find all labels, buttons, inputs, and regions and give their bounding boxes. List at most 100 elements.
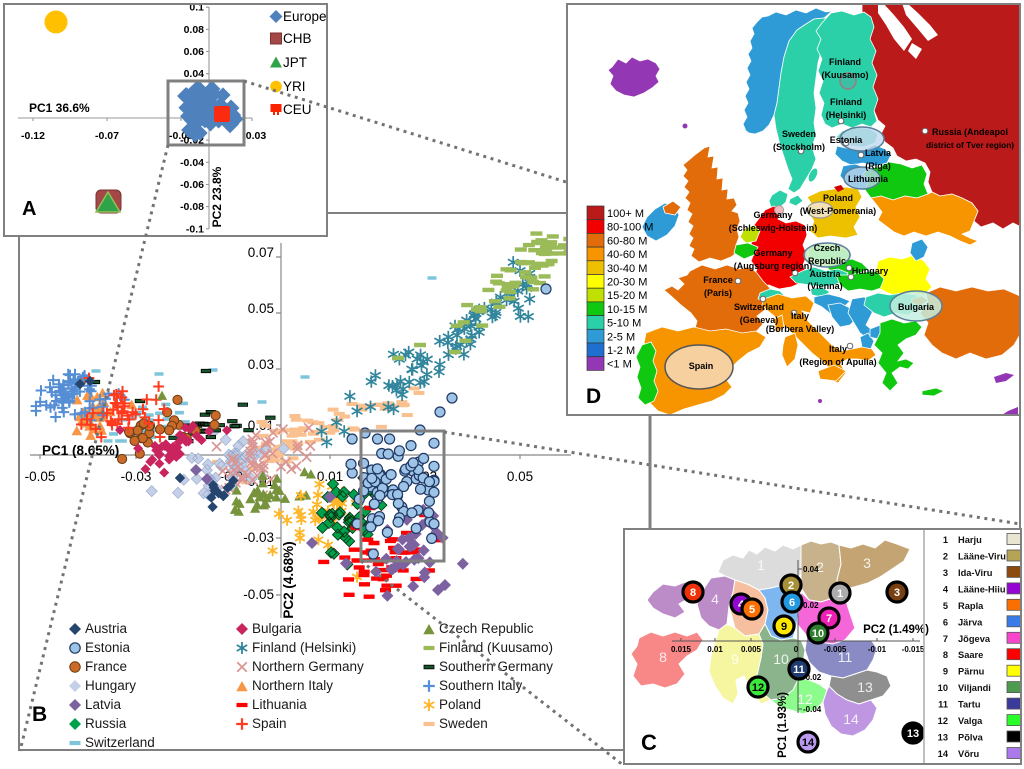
svg-text:district of Tver region): district of Tver region) (926, 140, 1014, 150)
svg-text:0.04: 0.04 (184, 68, 205, 80)
svg-text:-0.015: -0.015 (902, 645, 925, 654)
svg-text:-0.12: -0.12 (21, 130, 45, 142)
svg-text:Viljandi: Viljandi (958, 683, 991, 693)
svg-text:2: 2 (788, 580, 794, 592)
svg-text:(Schleswig-Holstein): (Schleswig-Holstein) (729, 223, 818, 233)
svg-text:0.06: 0.06 (184, 46, 205, 58)
svg-text:Republic: Republic (808, 256, 846, 266)
svg-text:Germany: Germany (753, 210, 792, 220)
svg-text:CEU: CEU (283, 102, 312, 117)
svg-text:7: 7 (943, 634, 948, 644)
svg-text:3: 3 (863, 555, 871, 571)
svg-text:Saare: Saare (958, 650, 983, 660)
svg-text:12: 12 (752, 682, 764, 694)
svg-text:Switzerland: Switzerland (85, 735, 155, 750)
svg-text:Lithuania: Lithuania (252, 697, 307, 712)
svg-text:8: 8 (659, 649, 667, 665)
svg-text:Harju: Harju (958, 535, 982, 545)
svg-text:Spain: Spain (252, 716, 287, 731)
svg-text:0.1: 0.1 (189, 3, 204, 14)
svg-text:0.03: 0.03 (248, 357, 274, 372)
svg-text:3: 3 (894, 587, 900, 599)
svg-text:0.015: 0.015 (671, 645, 692, 654)
svg-text:CHB: CHB (283, 31, 312, 46)
svg-text:0.01: 0.01 (707, 645, 723, 654)
svg-text:Estonia: Estonia (830, 135, 864, 145)
svg-text:(Helsinki): (Helsinki) (826, 110, 867, 120)
svg-text:4: 4 (943, 584, 949, 594)
svg-text:Bulgaria: Bulgaria (898, 302, 935, 312)
svg-text:0.02: 0.02 (803, 601, 819, 610)
svg-text:Czech Republic: Czech Republic (439, 621, 534, 636)
svg-text:<1 M: <1 M (607, 359, 632, 371)
svg-text:6: 6 (943, 617, 948, 627)
svg-text:2: 2 (943, 552, 948, 562)
svg-text:France: France (85, 659, 127, 674)
svg-text:Spain: Spain (689, 361, 714, 371)
svg-text:PC2 23.8%: PC2 23.8% (210, 166, 224, 227)
svg-text:Põlva: Põlva (958, 733, 984, 743)
svg-text:Italy: Italy (791, 311, 809, 321)
svg-text:Hungary: Hungary (85, 678, 136, 693)
svg-text:Russia (Andeapol: Russia (Andeapol (932, 127, 1008, 137)
svg-text:Poland: Poland (439, 697, 481, 712)
svg-text:Southern Germany: Southern Germany (439, 659, 553, 674)
svg-text:Poland: Poland (823, 193, 853, 203)
svg-text:9: 9 (731, 651, 739, 667)
svg-text:(Kuusamo): (Kuusamo) (822, 70, 869, 80)
svg-text:PC1 36.6%: PC1 36.6% (29, 101, 90, 115)
svg-text:1-2 M: 1-2 M (607, 345, 635, 357)
svg-text:Latvia: Latvia (85, 697, 122, 712)
svg-text:Lithuania: Lithuania (848, 174, 889, 184)
svg-text:YRI: YRI (283, 79, 306, 94)
svg-text:Ida-Viru: Ida-Viru (958, 568, 993, 578)
svg-text:11: 11 (938, 700, 948, 710)
svg-text:-0.06: -0.06 (180, 179, 204, 191)
svg-text:10: 10 (773, 651, 789, 667)
svg-text:10: 10 (938, 683, 948, 693)
svg-text:B: B (32, 703, 47, 726)
svg-text:-0.05: -0.05 (25, 469, 56, 484)
svg-text:Rapla: Rapla (958, 601, 984, 611)
svg-text:Järva: Järva (958, 617, 983, 627)
svg-text:-0.05: -0.05 (243, 587, 274, 602)
svg-text:9: 9 (943, 667, 948, 677)
svg-text:Finland: Finland (830, 97, 862, 107)
svg-text:Estonia: Estonia (85, 640, 131, 655)
svg-text:Italy: Italy (829, 344, 847, 354)
svg-text:Finland: Finland (829, 57, 861, 67)
svg-text:0.04: 0.04 (803, 565, 819, 574)
svg-text:(Riga): (Riga) (865, 161, 891, 171)
svg-text:-0.04: -0.04 (803, 705, 822, 714)
svg-text:0.05: 0.05 (507, 469, 533, 484)
svg-text:Finland (Kuusamo): Finland (Kuusamo) (439, 640, 553, 655)
svg-text:-0.01: -0.01 (868, 645, 887, 654)
svg-text:Lääne-Viru: Lääne-Viru (958, 552, 1006, 562)
svg-text:0.07: 0.07 (248, 245, 274, 260)
svg-text:Latvia: Latvia (865, 148, 892, 158)
svg-text:8: 8 (943, 650, 948, 660)
svg-text:Lääne-Hiiu: Lääne-Hiiu (958, 584, 1006, 594)
svg-text:14: 14 (802, 737, 815, 749)
svg-text:-0.08: -0.08 (180, 201, 204, 213)
svg-text:Finland (Helsinki): Finland (Helsinki) (252, 640, 356, 655)
svg-text:-0.005: -0.005 (824, 645, 847, 654)
svg-text:A: A (22, 198, 36, 220)
svg-text:11: 11 (793, 664, 805, 676)
svg-text:9: 9 (781, 621, 787, 633)
svg-text:5: 5 (943, 601, 948, 611)
svg-text:0.03: 0.03 (246, 130, 267, 142)
svg-text:Bulgaria: Bulgaria (252, 621, 302, 636)
svg-text:12: 12 (797, 691, 813, 707)
svg-text:JPT: JPT (283, 55, 307, 70)
svg-text:14: 14 (843, 711, 859, 727)
svg-text:-0.1: -0.1 (186, 223, 204, 235)
svg-text:Switzerland: Switzerland (734, 302, 784, 312)
svg-text:60-80 M: 60-80 M (607, 235, 647, 247)
svg-text:-0.02: -0.02 (803, 673, 822, 682)
svg-text:80-100 M: 80-100 M (607, 222, 653, 234)
svg-text:Valga: Valga (958, 716, 983, 726)
svg-text:PC2 (4.68%): PC2 (4.68%) (281, 541, 296, 618)
svg-text:Russia: Russia (85, 716, 127, 731)
svg-text:1: 1 (757, 557, 765, 573)
